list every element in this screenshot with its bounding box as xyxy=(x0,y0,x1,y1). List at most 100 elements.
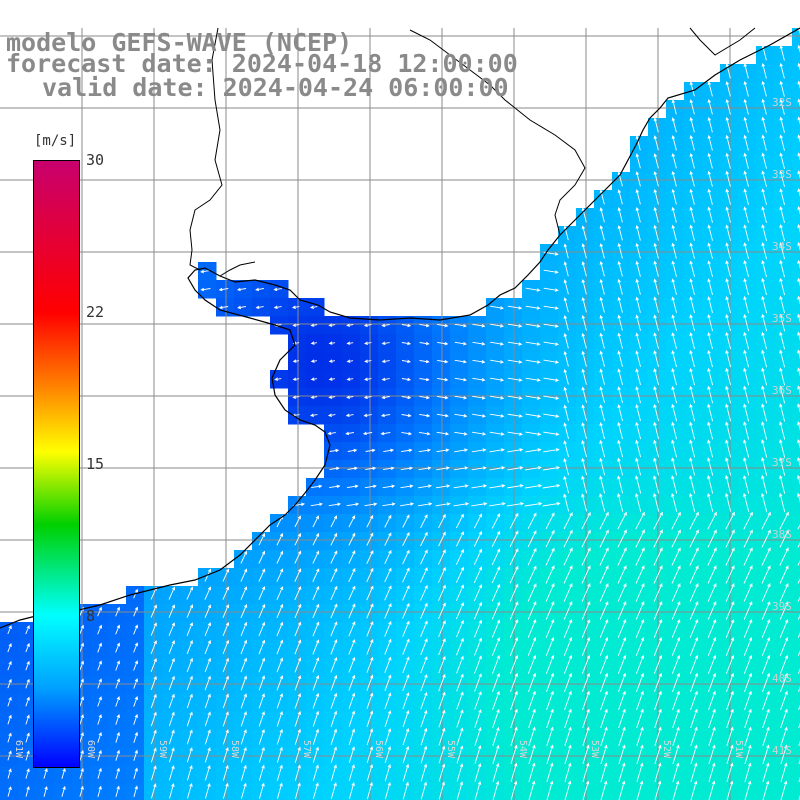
wind-arrow xyxy=(707,99,713,115)
wind-arrow xyxy=(707,260,713,277)
wind-arrow xyxy=(653,368,659,386)
wind-arrow xyxy=(707,367,714,386)
wind-cell xyxy=(792,694,800,713)
wind-cell xyxy=(792,586,800,605)
wind-arrow xyxy=(581,386,587,403)
wind-arrow xyxy=(689,350,695,368)
wind-arrow xyxy=(743,492,750,512)
wind-arrow xyxy=(617,368,623,385)
wind-cell xyxy=(792,370,800,389)
wind-arrow xyxy=(472,395,486,400)
wind-arrow xyxy=(329,448,340,453)
wind-cell xyxy=(792,460,800,479)
wind-arrow xyxy=(779,224,785,242)
wind-arrow xyxy=(689,296,695,314)
wind-arrow xyxy=(689,81,695,97)
wind-arrow xyxy=(328,377,336,381)
lat-label: 40S xyxy=(772,672,792,685)
wind-arrow xyxy=(563,225,569,241)
wind-arrow xyxy=(779,349,786,368)
wind-arrow xyxy=(236,287,247,292)
wind-arrow xyxy=(599,368,605,385)
wind-arrow xyxy=(507,466,524,471)
wind-arrow xyxy=(725,278,731,296)
wind-cell xyxy=(792,334,800,353)
lat-label: 32S xyxy=(772,96,792,109)
wind-arrow xyxy=(472,413,486,418)
wind-arrow xyxy=(761,224,767,242)
wind-arrow xyxy=(454,448,469,453)
lat-label: 33S xyxy=(772,168,792,181)
wind-arrow xyxy=(490,323,504,328)
wind-cell xyxy=(792,388,800,407)
wind-arrow xyxy=(346,484,359,489)
valid-date: valid date: 2024-04-24 06:00:00 xyxy=(42,73,509,102)
wind-arrow xyxy=(761,403,768,422)
wind-arrow xyxy=(255,305,264,310)
wind-arrow xyxy=(525,448,542,453)
wind-arrow xyxy=(563,279,569,295)
wind-arrow xyxy=(327,431,336,436)
wind-arrow xyxy=(471,502,488,507)
wind-arrow xyxy=(347,466,358,471)
wind-arrow xyxy=(363,395,372,400)
wind-cell xyxy=(792,406,800,425)
wind-arrow xyxy=(653,314,659,331)
wind-arrow xyxy=(689,403,696,422)
wind-arrow xyxy=(653,492,660,512)
wind-arrow xyxy=(617,493,624,512)
wind-arrow xyxy=(599,332,605,349)
wind-arrow xyxy=(635,224,641,241)
wind-arrow xyxy=(761,457,768,476)
wind-arrow xyxy=(635,404,641,422)
wind-arrow xyxy=(329,484,341,489)
wind-arrow xyxy=(707,134,713,151)
wind-arrow xyxy=(543,305,559,310)
wind-arrow xyxy=(671,135,677,151)
wind-cell xyxy=(792,424,800,443)
wind-arrow xyxy=(525,395,541,400)
wind-arrow xyxy=(635,439,642,458)
wind-arrow xyxy=(346,377,354,381)
wind-arrow xyxy=(689,421,696,440)
wind-arrow xyxy=(400,466,414,471)
wind-arrow xyxy=(507,431,523,436)
wind-arrow xyxy=(725,170,731,187)
wind-arrow xyxy=(635,493,642,512)
wind-cell xyxy=(792,244,800,263)
wind-arrow xyxy=(725,224,731,241)
wind-arrow xyxy=(797,474,800,486)
wind-arrow xyxy=(581,225,587,241)
wind-arrow xyxy=(743,457,750,476)
wind-arrow xyxy=(653,278,659,295)
wind-arrow xyxy=(617,207,623,223)
wind-arrow xyxy=(437,377,449,382)
wind-arrow xyxy=(671,475,678,494)
wind-arrow xyxy=(436,431,450,436)
wind-arrow xyxy=(653,439,660,458)
wind-arrow xyxy=(653,296,659,313)
wind-arrow xyxy=(419,377,430,382)
wind-arrow xyxy=(743,170,749,187)
wind-arrow xyxy=(653,457,660,476)
wind-arrow xyxy=(381,323,390,328)
wind-arrow xyxy=(689,117,695,133)
wind-arrow xyxy=(599,350,605,367)
wind-arrow xyxy=(671,457,678,476)
wind-arrow xyxy=(274,377,282,381)
wind-arrow xyxy=(653,242,659,259)
wind-arrow xyxy=(543,377,560,382)
wind-arrow xyxy=(490,377,505,382)
wind-arrow xyxy=(599,457,606,476)
wind-arrow xyxy=(743,80,749,97)
wind-cell xyxy=(792,190,800,209)
wind-cell xyxy=(792,640,800,659)
wind-arrow xyxy=(707,278,713,296)
wind-arrow xyxy=(653,421,660,440)
wind-arrow xyxy=(707,224,713,241)
wind-arrow xyxy=(671,206,677,223)
wind-arrow xyxy=(364,502,378,507)
wind-arrow xyxy=(707,152,713,169)
wind-arrow xyxy=(779,474,786,494)
wind-arrow xyxy=(525,431,542,436)
